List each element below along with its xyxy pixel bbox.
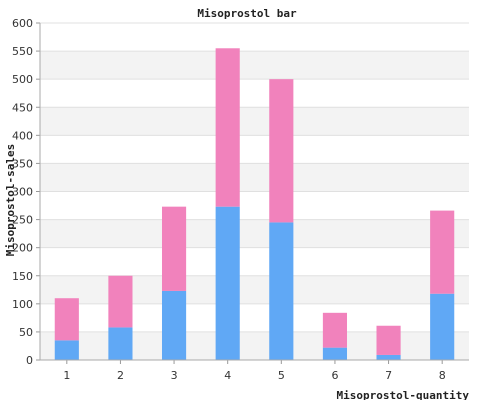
grid-band [40, 51, 469, 80]
y-tick-label: 100 [12, 298, 33, 311]
bar-upper-4 [215, 48, 240, 207]
x-tick-label: 6 [331, 369, 338, 382]
bar-upper-1 [54, 298, 79, 341]
bar-lower-5 [269, 222, 294, 360]
y-tick-label: 50 [19, 326, 33, 339]
y-tick-label: 0 [26, 354, 33, 367]
bar-upper-8 [430, 210, 455, 294]
chart-title: Misoprostol bar [197, 7, 297, 20]
bar-lower-2 [108, 327, 133, 360]
x-tick-label: 2 [117, 369, 124, 382]
x-tick-label: 4 [224, 369, 231, 382]
y-tick-label: 350 [12, 157, 33, 170]
bar-lower-6 [322, 347, 348, 360]
bar-upper-7 [376, 325, 401, 355]
grid-band [40, 191, 469, 220]
grid-band [40, 79, 469, 108]
y-tick-labels: 0 50 100 150 200 250 300 350 400 450 500 550 600 [12, 17, 33, 367]
bar-upper-5 [269, 79, 294, 223]
y-tick-label: 250 [12, 214, 33, 227]
axes [36, 22, 469, 364]
x-tick-label: 7 [385, 369, 392, 382]
x-tick-label: 1 [63, 369, 70, 382]
x-tick-labels: 1 2 3 4 5 6 7 8 [63, 369, 445, 382]
y-tick-label: 550 [12, 45, 33, 58]
bar-lower-7 [376, 354, 401, 360]
y-tick-label: 500 [12, 73, 33, 86]
grid-band [40, 107, 469, 136]
y-tick-label: 300 [12, 186, 33, 199]
grid-band [40, 275, 469, 304]
bars [54, 48, 455, 360]
bar-lower-4 [215, 206, 240, 360]
x-tick-label: 5 [278, 369, 285, 382]
x-tick-label: 8 [439, 369, 446, 382]
y-tick-label: 150 [12, 270, 33, 283]
grid-band [40, 303, 469, 332]
bar-lower-3 [161, 290, 187, 360]
y-tick-label: 450 [12, 101, 33, 114]
y-tick-label: 200 [12, 242, 33, 255]
bar-upper-3 [161, 206, 187, 291]
bar-lower-8 [430, 293, 455, 360]
grid-band [40, 219, 469, 248]
bar-upper-2 [108, 275, 133, 328]
grid-band [40, 163, 469, 192]
grid-band [40, 331, 469, 360]
x-axis-label: Misoprostol-quantity [337, 389, 470, 400]
y-tick-label: 600 [12, 17, 33, 30]
grid-band [40, 23, 469, 52]
bar-upper-6 [322, 312, 348, 348]
plot-background [40, 23, 469, 360]
x-tick-label: 3 [171, 369, 178, 382]
y-tick-label: 400 [12, 129, 33, 142]
bar-lower-1 [54, 340, 79, 360]
y-axis-label: Misoprostol-sales [4, 144, 17, 257]
grid-band [40, 135, 469, 164]
grid-band [40, 247, 469, 276]
